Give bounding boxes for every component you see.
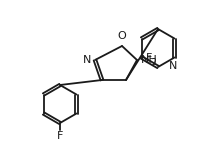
- Text: O: O: [118, 31, 126, 41]
- Text: F: F: [146, 53, 152, 62]
- Text: NH: NH: [141, 55, 158, 65]
- Text: N: N: [169, 61, 178, 70]
- Text: N: N: [83, 55, 91, 65]
- Text: F: F: [57, 131, 63, 141]
- Text: 2: 2: [152, 58, 157, 67]
